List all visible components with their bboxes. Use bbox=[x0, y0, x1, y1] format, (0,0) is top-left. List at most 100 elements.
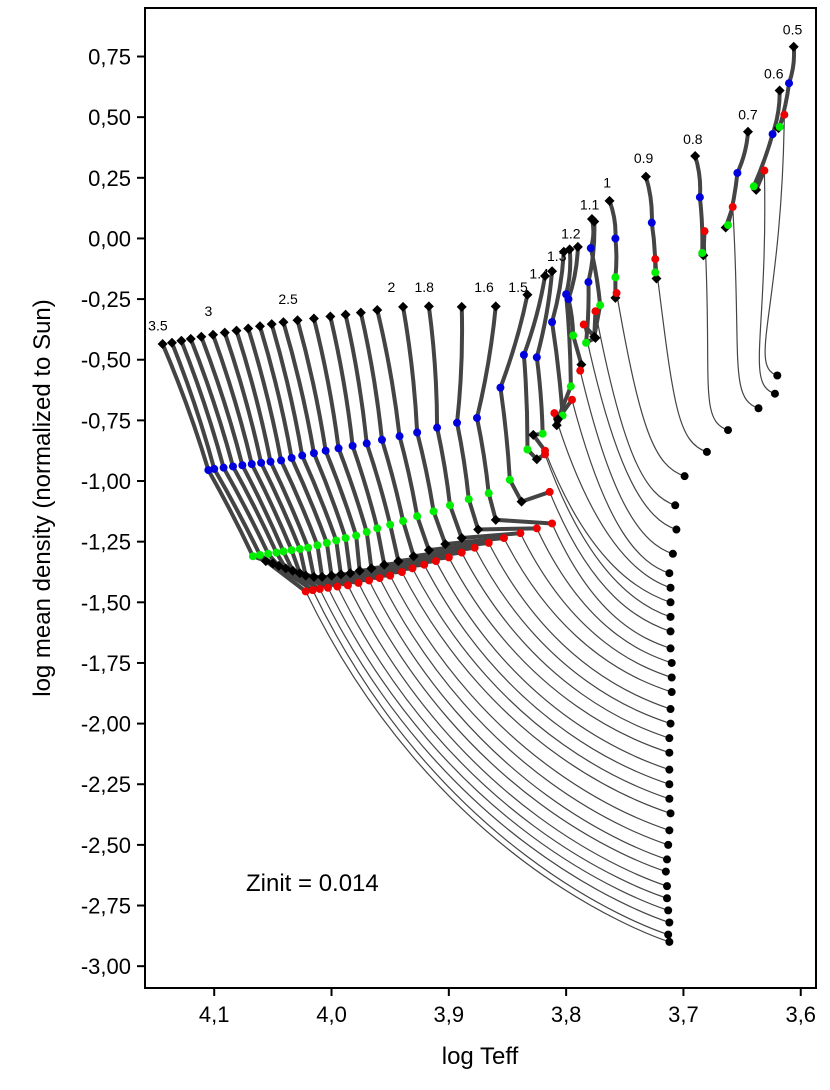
blue-marker bbox=[277, 456, 286, 465]
tams-marker bbox=[366, 563, 377, 574]
y-tick-label: 0,75 bbox=[88, 45, 131, 70]
green-marker bbox=[651, 268, 660, 277]
post-ms-track bbox=[401, 571, 671, 814]
blue-marker bbox=[785, 79, 794, 88]
end-marker bbox=[666, 644, 675, 653]
mass-label: 0.9 bbox=[634, 150, 654, 166]
end-marker bbox=[665, 780, 674, 789]
zams-marker bbox=[208, 329, 219, 340]
red-marker bbox=[532, 524, 541, 533]
y-tick-label: -1,00 bbox=[81, 469, 131, 494]
green-marker bbox=[505, 475, 514, 484]
mass-label: 0.5 bbox=[783, 22, 803, 38]
post-ms-track bbox=[368, 580, 668, 861]
ms-track bbox=[723, 129, 750, 230]
zams-marker bbox=[176, 335, 187, 346]
y-axis-title: log mean density (normalized to Sun) bbox=[29, 299, 56, 697]
end-marker bbox=[664, 906, 673, 915]
green-marker bbox=[523, 445, 532, 454]
green-marker bbox=[596, 301, 605, 310]
red-marker bbox=[375, 574, 384, 583]
red-marker bbox=[700, 227, 709, 236]
post-ms-track bbox=[327, 587, 669, 911]
x-axis: 4,1 4,0 3,9 3,8 3,7 3,6 bbox=[199, 988, 816, 1027]
y-tick-label: -1,50 bbox=[81, 590, 131, 615]
mass-label: 1.8 bbox=[414, 279, 434, 295]
red-marker bbox=[499, 534, 508, 543]
zams-marker bbox=[547, 266, 558, 277]
end-marker bbox=[773, 371, 782, 380]
x-tick-label: 3,7 bbox=[668, 1002, 699, 1027]
post-ms-track bbox=[347, 585, 668, 887]
y-tick-label: -0,50 bbox=[81, 348, 131, 373]
end-marker bbox=[666, 627, 675, 636]
red-marker bbox=[545, 487, 554, 496]
zams-marker bbox=[266, 319, 277, 330]
post-ms-track bbox=[519, 532, 672, 679]
red-marker bbox=[444, 553, 453, 562]
end-marker bbox=[664, 840, 673, 849]
green-marker bbox=[373, 524, 382, 533]
tams-marker bbox=[379, 559, 390, 570]
red-marker bbox=[324, 583, 332, 592]
green-marker bbox=[322, 538, 331, 547]
post-ms-track bbox=[764, 114, 785, 377]
zams-marker bbox=[355, 307, 366, 318]
green-marker bbox=[429, 507, 438, 516]
y-tick-label: 0,00 bbox=[88, 226, 131, 251]
red-marker bbox=[568, 395, 576, 404]
post-ms-track bbox=[544, 450, 671, 603]
end-marker bbox=[667, 673, 676, 682]
blue-marker bbox=[472, 413, 481, 422]
blue-marker bbox=[321, 446, 330, 455]
end-marker bbox=[665, 569, 674, 578]
zams-marker bbox=[196, 331, 207, 342]
end-marker bbox=[680, 472, 689, 481]
green-marker bbox=[538, 429, 547, 438]
red-marker bbox=[301, 587, 310, 596]
mass-label: 2.5 bbox=[278, 291, 298, 307]
y-tick-label: -0,25 bbox=[81, 287, 131, 312]
end-marker bbox=[666, 809, 675, 818]
metallicity-annotation: Zinit = 0.014 bbox=[246, 870, 379, 897]
red-marker bbox=[408, 564, 417, 573]
end-marker bbox=[664, 930, 673, 939]
green-marker bbox=[724, 221, 733, 230]
green-marker bbox=[413, 512, 422, 521]
green-marker bbox=[272, 548, 281, 557]
red-marker bbox=[612, 289, 621, 298]
end-marker bbox=[663, 882, 672, 891]
red-marker bbox=[333, 582, 342, 591]
mass-label: 1.1 bbox=[580, 196, 600, 212]
tams-marker bbox=[531, 454, 542, 465]
green-marker bbox=[332, 536, 341, 545]
blue-marker bbox=[257, 458, 266, 467]
end-marker bbox=[667, 688, 676, 697]
mass-label: 1.6 bbox=[474, 279, 494, 295]
red-marker bbox=[365, 576, 374, 585]
zams-marker bbox=[788, 41, 799, 52]
end-marker bbox=[665, 826, 674, 835]
tams-marker bbox=[528, 429, 539, 440]
blue-marker bbox=[219, 463, 228, 472]
blue-marker bbox=[548, 318, 557, 327]
post-ms-track bbox=[423, 564, 670, 785]
post-ms-track bbox=[389, 575, 670, 831]
post-ms-track bbox=[305, 591, 670, 943]
tams-marker bbox=[408, 551, 419, 562]
post-ms-track bbox=[553, 412, 671, 589]
green-marker bbox=[255, 551, 264, 560]
blue-marker bbox=[768, 130, 777, 139]
red-marker bbox=[579, 320, 588, 329]
zams-marker bbox=[423, 301, 434, 312]
green-marker bbox=[611, 273, 620, 282]
end-marker bbox=[671, 501, 680, 510]
end-marker bbox=[754, 404, 763, 413]
x-tick-label: 3,6 bbox=[785, 1002, 816, 1027]
blue-marker bbox=[519, 350, 528, 359]
green-marker bbox=[698, 249, 707, 257]
post-ms-track bbox=[551, 523, 671, 649]
zams-marker bbox=[254, 321, 265, 332]
tams-marker bbox=[335, 569, 346, 580]
red-marker bbox=[354, 578, 363, 587]
